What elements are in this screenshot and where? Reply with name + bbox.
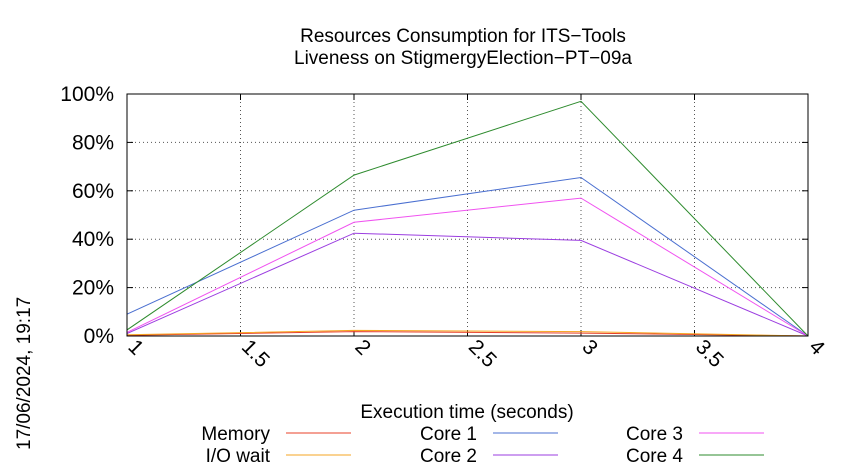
y-tick-label: 20% <box>72 277 114 300</box>
x-tick-label: 4 <box>804 335 829 360</box>
x-axis-label: Execution time (seconds) <box>360 402 573 423</box>
chart-title: Resources Consumption for ITS−Tools <box>300 26 626 47</box>
timestamp-label: 17/06/2024, 19:17 <box>14 297 35 450</box>
x-tick-label: 2.5 <box>464 335 501 372</box>
legend-label: Memory <box>201 424 270 445</box>
legend-label: Core 2 <box>420 446 477 467</box>
x-tick-label: 1.5 <box>237 335 274 372</box>
legend-label: Core 1 <box>420 424 477 445</box>
x-tick-label: 3.5 <box>691 335 728 372</box>
series-line-core-2 <box>126 232 809 337</box>
x-tick-label: 3 <box>577 335 602 360</box>
series-line-memory <box>126 331 809 337</box>
series-line-i-o-wait <box>126 329 809 337</box>
plot-frame <box>126 93 809 337</box>
y-tick-label: 80% <box>72 131 114 154</box>
chart-subtitle: Liveness on StigmergyElection−PT−09a <box>294 48 632 69</box>
y-axis-ticks: 0% 20% 40% 60% 80% 100% <box>60 83 808 348</box>
y-tick-label: 40% <box>72 228 114 251</box>
y-tick-label: 60% <box>72 180 114 203</box>
y-tick-label: 100% <box>60 83 114 106</box>
x-tick-label: 1 <box>123 335 148 360</box>
legend-label: I/O wait <box>206 446 271 467</box>
y-tick-label: 0% <box>84 325 114 348</box>
series-line-core-3 <box>126 197 809 337</box>
series-line-core-4 <box>126 100 809 337</box>
grid <box>127 94 808 336</box>
x-tick-label: 2 <box>350 335 375 360</box>
series-line-core-1 <box>126 176 809 337</box>
legend-label: Core 3 <box>626 424 683 445</box>
series-lines <box>126 100 809 337</box>
legend-label: Core 4 <box>626 446 683 467</box>
